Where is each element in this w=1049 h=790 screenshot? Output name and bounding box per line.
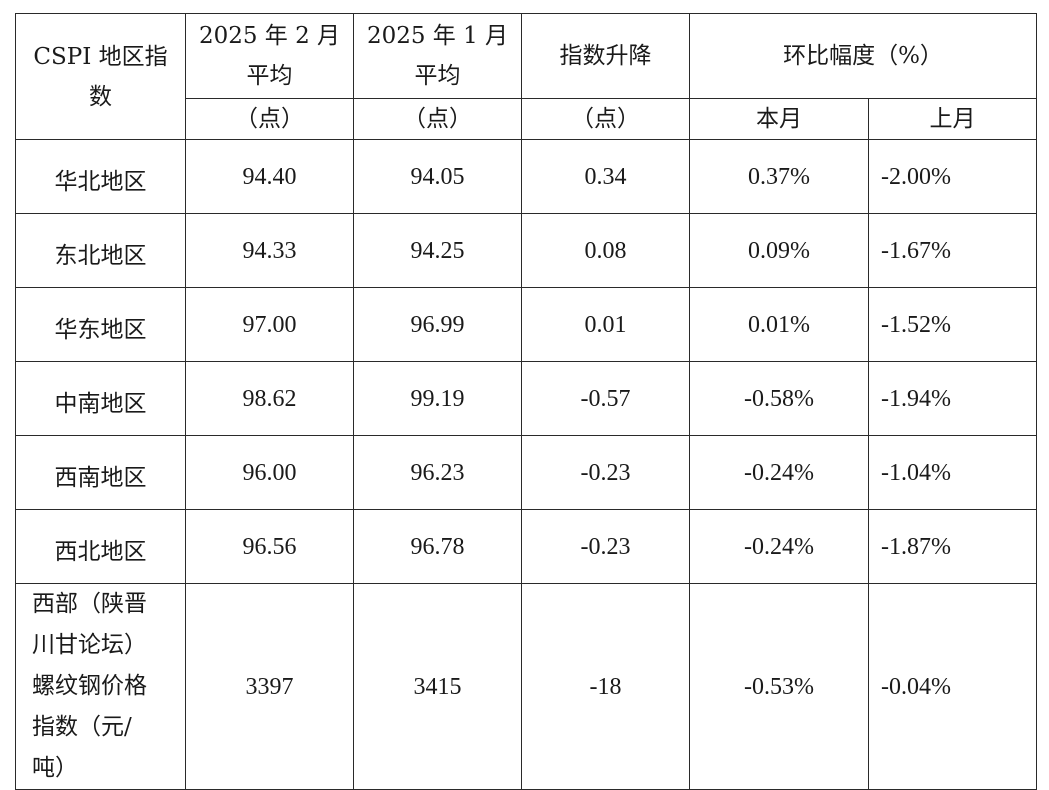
mom-this-month: -0.58% [689,361,869,436]
change-value: -0.23 [521,509,690,584]
west-mom-last-month: -0.04% [868,583,1037,790]
feb-value: 97.00 [185,287,354,362]
west-change-value: -18 [521,583,690,790]
mom-last-month: -1.87% [868,509,1037,584]
region-label: 中南地区 [15,361,186,436]
table-row: 中南地区 98.62 99.19 -0.57 -0.58% -1.94% [15,361,1037,436]
change-value: 0.08 [521,213,690,288]
west-mom-this-month: -0.53% [689,583,869,790]
unit-feb: （点） [185,98,354,140]
mom-this-month: 0.01% [689,287,869,362]
mom-last-month: -1.52% [868,287,1037,362]
west-jan-value: 3415 [353,583,522,790]
west-label-line: 螺纹钢价格 [32,673,147,699]
mom-last-month: -1.67% [868,213,1037,288]
header-last-month: 上月 [868,98,1037,140]
header-jan-average: 2025 年 1 月 平均 [353,13,522,99]
feb-value: 94.40 [185,139,354,214]
jan-value: 99.19 [353,361,522,436]
feb-value: 98.62 [185,361,354,436]
jan-value: 96.99 [353,287,522,362]
header-cspi-region-index: CSPI 地区指数 [15,13,186,140]
table-row: 西南地区 96.00 96.23 -0.23 -0.24% -1.04% [15,435,1037,510]
change-value: -0.23 [521,435,690,510]
mom-last-month: -1.94% [868,361,1037,436]
header-index-change: 指数升降 [521,13,690,99]
change-value: 0.01 [521,287,690,362]
header-feb-line2: 平均 [246,63,293,89]
west-label-line: 吨） [32,755,78,781]
region-label: 华北地区 [15,139,186,214]
jan-value: 94.05 [353,139,522,214]
feb-value: 96.00 [185,435,354,510]
west-label-line: 指数（元/ [32,714,132,740]
change-value: -0.57 [521,361,690,436]
mom-this-month: -0.24% [689,509,869,584]
header-feb-line1: 2025 年 2 月 [198,23,341,49]
west-rebar-label: 西部（陕晋 川甘论坛） 螺纹钢价格 指数（元/ 吨） [15,583,186,790]
unit-change: （点） [521,98,690,140]
mom-last-month: -2.00% [868,139,1037,214]
mom-last-month: -1.04% [868,435,1037,510]
region-label: 西南地区 [15,435,186,510]
region-label: 东北地区 [15,213,186,288]
header-row-1: CSPI 地区指数 2025 年 2 月 平均 2025 年 1 月 平均 指数… [15,13,1037,140]
header-this-month: 本月 [689,98,869,140]
table-row: 华北地区 94.40 94.05 0.34 0.37% -2.00% [15,139,1037,214]
west-rebar-row: 西部（陕晋 川甘论坛） 螺纹钢价格 指数（元/ 吨） 3397 3415 -18… [15,583,1037,790]
west-label-line: 川甘论坛） [32,632,147,658]
change-value: 0.34 [521,139,690,214]
unit-jan: （点） [353,98,522,140]
cspi-region-index-table: CSPI 地区指数 2025 年 2 月 平均 2025 年 1 月 平均 指数… [15,13,1037,790]
header-mom-range: 环比幅度（%） [689,13,1037,99]
mom-this-month: 0.37% [689,139,869,214]
jan-value: 94.25 [353,213,522,288]
table-row: 华东地区 97.00 96.99 0.01 0.01% -1.52% [15,287,1037,362]
region-label: 西北地区 [15,509,186,584]
header-feb-average: 2025 年 2 月 平均 [185,13,354,99]
mom-this-month: -0.24% [689,435,869,510]
feb-value: 96.56 [185,509,354,584]
feb-value: 94.33 [185,213,354,288]
west-feb-value: 3397 [185,583,354,790]
region-label: 华东地区 [15,287,186,362]
header-jan-line1: 2025 年 1 月 [366,23,509,49]
table-row: 东北地区 94.33 94.25 0.08 0.09% -1.67% [15,213,1037,288]
jan-value: 96.78 [353,509,522,584]
west-label-line: 西部（陕晋 [32,591,147,617]
header-jan-line2: 平均 [414,63,461,89]
mom-this-month: 0.09% [689,213,869,288]
jan-value: 96.23 [353,435,522,510]
table-row: 西北地区 96.56 96.78 -0.23 -0.24% -1.87% [15,509,1037,584]
